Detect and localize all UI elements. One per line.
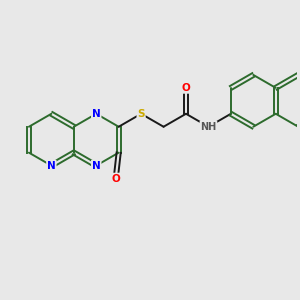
Text: N: N (47, 160, 56, 171)
Text: O: O (111, 174, 120, 184)
Text: S: S (137, 109, 145, 119)
Text: N: N (92, 160, 100, 171)
Text: O: O (182, 83, 190, 93)
Text: NH: NH (200, 122, 217, 132)
Text: N: N (92, 109, 100, 119)
